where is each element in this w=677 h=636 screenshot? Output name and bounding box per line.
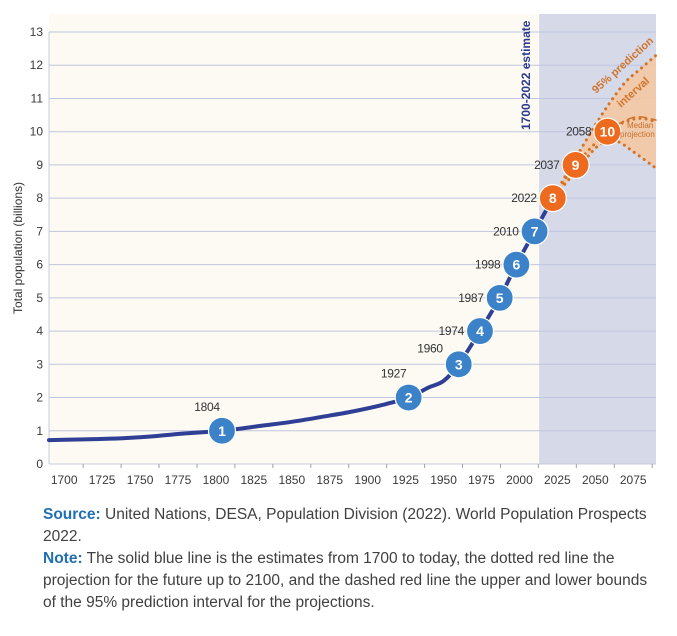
milestone-year-label: 1804: [194, 400, 220, 414]
milestone-circle: [561, 150, 590, 180]
milestone-7: 7 2010: [493, 217, 549, 246]
milestone-circle: [207, 416, 237, 445]
milestone-year-label: 2058: [566, 125, 592, 139]
x-tick-label: 2050: [582, 473, 609, 487]
milestone-number: 6: [512, 257, 520, 273]
milestone-number: 8: [549, 190, 557, 206]
source-label: Source:: [43, 506, 101, 523]
milestone-markers: 1 1804 2 1927 3 1960 4 1974 5 1987 6 1998 7 2010 8 2022…: [194, 117, 622, 445]
milestone-circle: [465, 316, 495, 346]
milestone-6: 6 1998: [475, 250, 531, 279]
x-tick-label: 2075: [620, 473, 647, 487]
milestone-circle: [394, 383, 423, 412]
milestone-year-label: 2010: [493, 224, 519, 238]
milestone-circle: [520, 217, 549, 246]
y-axis-label: Total population (billions): [11, 182, 25, 314]
y-tick-label: 8: [36, 191, 43, 205]
milestone-number: 1: [218, 423, 226, 439]
milestone-number: 3: [455, 356, 463, 372]
y-tick-label: 5: [36, 291, 43, 305]
y-tick-label: 4: [36, 324, 43, 338]
x-tick-label: 1925: [392, 473, 419, 487]
source-note: Source: United Nations, DESA, Population…: [43, 504, 663, 548]
y-tick-label: 7: [36, 224, 43, 238]
x-tick-label: 2000: [506, 473, 533, 487]
milestone-8: 8 2022: [511, 184, 567, 213]
x-tick-label: 1900: [354, 473, 381, 487]
milestone-year-label: 1998: [475, 258, 501, 272]
x-tick-label: 1775: [165, 473, 192, 487]
x-tick-label: 1825: [241, 473, 268, 487]
y-tick-label: 9: [36, 158, 43, 172]
y-tick-label: 10: [30, 125, 44, 139]
series-line-2: [551, 53, 658, 200]
x-tick-label: 1725: [89, 473, 116, 487]
milestone-year-label: 1987: [458, 291, 484, 305]
milestone-circle: [485, 283, 514, 312]
median-projection-label-1: Median: [627, 121, 653, 130]
x-tick-label: 1800: [203, 473, 230, 487]
milestone-year-label: 1927: [381, 367, 407, 381]
milestone-circle: [502, 250, 531, 279]
milestone-2: 2 1927: [381, 367, 423, 412]
note-text: The solid blue line is the estimates fro…: [43, 550, 648, 611]
milestone-year-label: 2037: [534, 158, 560, 172]
y-tick-label: 2: [36, 391, 43, 405]
y-tick-label: 6: [36, 258, 43, 272]
series-line-4: [606, 115, 657, 133]
y-tick-label: 11: [31, 91, 44, 105]
y-tick-label: 3: [36, 357, 43, 371]
median-projection-label-2: projection: [620, 130, 655, 139]
milestone-circle: [444, 350, 473, 379]
milestone-number: 9: [572, 157, 580, 173]
milestone-circle: [538, 184, 567, 213]
milestone-10: 10 2058: [566, 117, 622, 146]
y-tick-label: 1: [36, 424, 43, 438]
y-tick-label: 0: [36, 457, 43, 471]
population-chart: 1700 1725 1750 1775 1800 1825 1850 1875 1900 1925…: [11, 14, 658, 487]
x-tick-label: 1700: [51, 473, 78, 487]
milestone-number: 4: [476, 323, 484, 339]
x-tick-label: 1975: [468, 473, 495, 487]
milestone-year-label: 1974: [438, 324, 464, 338]
x-tick-label: 1950: [430, 473, 457, 487]
y-tick-label: 12: [30, 58, 44, 72]
milestone-number: 10: [600, 124, 616, 140]
milestone-year-label: 2022: [511, 191, 537, 205]
note-label: Note:: [43, 550, 83, 567]
milestone-number: 7: [531, 223, 539, 239]
x-tick-label: 1750: [127, 473, 154, 487]
milestone-4: 4 1974: [438, 316, 495, 346]
x-tick-label: 2025: [544, 473, 571, 487]
milestone-year-label: 1960: [417, 341, 443, 355]
chart-caption: Source: United Nations, DESA, Population…: [43, 504, 663, 614]
milestone-9: 9 2037: [534, 150, 590, 180]
milestone-number: 2: [405, 390, 413, 406]
x-tick-label: 1850: [278, 473, 305, 487]
milestone-number: 5: [496, 290, 504, 306]
milestone-circle: [593, 117, 622, 146]
y-tick-label: 13: [30, 25, 44, 39]
milestone-3: 3 1960: [417, 341, 473, 379]
milestone-5: 5 1987: [458, 283, 514, 312]
source-text: United Nations, DESA, Population Divisio…: [43, 506, 647, 545]
x-tick-label: 1875: [316, 473, 343, 487]
estimate-region-label: 1700-2022 estimate: [519, 20, 533, 130]
x-axis: 1700 1725 1750 1775 1800 1825 1850 1875 1900 1925…: [49, 463, 656, 487]
note: Note: The solid blue line is the estimat…: [43, 548, 663, 614]
milestone-1: 1 1804: [194, 400, 237, 445]
